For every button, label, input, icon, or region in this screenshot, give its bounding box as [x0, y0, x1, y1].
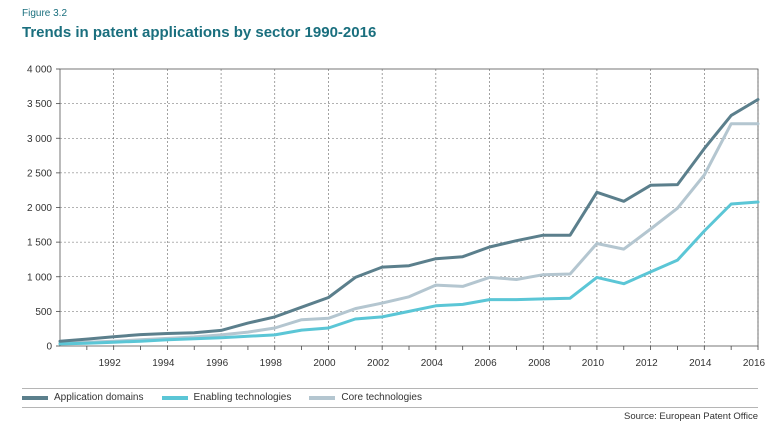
legend-label: Core technologies: [341, 392, 422, 403]
y-tick-label: 1 000: [27, 272, 52, 283]
y-tick-label: 0: [46, 342, 52, 353]
x-tick-label: 1996: [206, 358, 229, 369]
source-note: Source: European Patent Office: [624, 411, 758, 422]
axes: 0 500 1 000 1 500 2 000 2 500 3 000 3 500 4 000 1…: [27, 65, 766, 370]
series-line-enabling-technologies: [58, 200, 760, 346]
x-tick-label: 2014: [689, 358, 712, 369]
y-tick-label: 4 000: [27, 65, 52, 76]
legend-swatch: [309, 395, 336, 400]
x-tick-label: 2012: [635, 358, 658, 369]
x-tick-label: 2006: [474, 358, 497, 369]
x-tick-label: 1998: [260, 358, 283, 369]
y-tick-label: 500: [35, 307, 52, 318]
x-tick-label: 2008: [528, 358, 551, 369]
y-tick-label: 3 500: [27, 99, 52, 110]
series-lines: [58, 98, 760, 346]
chart-title: Trends in patent applications by sector …: [22, 24, 377, 41]
x-tick-label: 2000: [313, 358, 336, 369]
legend-item-enabling-technologies: Enabling technologies: [161, 392, 292, 403]
legend-swatch: [161, 395, 188, 400]
legend-item-core-technologies: Core technologies: [309, 392, 422, 403]
source-divider: [22, 407, 758, 408]
y-tick-label: 1 500: [27, 238, 52, 249]
grid: [59, 68, 759, 347]
legend-label: Enabling technologies: [193, 392, 292, 403]
series-line-application-domains: [58, 98, 760, 343]
legend-label: Application domains: [54, 392, 144, 403]
x-tick-label: 2002: [367, 358, 390, 369]
y-tick-label: 2 500: [27, 168, 52, 179]
legend: Application domains Enabling technologie…: [22, 388, 758, 403]
figure-label: Figure 3.2: [22, 8, 68, 19]
x-tick-label: 1992: [99, 358, 122, 369]
legend-swatch: [22, 395, 48, 400]
x-tick-label: 1994: [152, 358, 175, 369]
legend-item-application-domains: Application domains: [22, 392, 144, 403]
x-tick-label: 2004: [421, 358, 444, 369]
y-tick-label: 2 000: [27, 203, 52, 214]
x-tick-label: 2010: [582, 358, 605, 369]
x-tick-label: 2016: [743, 358, 766, 369]
y-tick-label: 3 000: [27, 134, 52, 145]
